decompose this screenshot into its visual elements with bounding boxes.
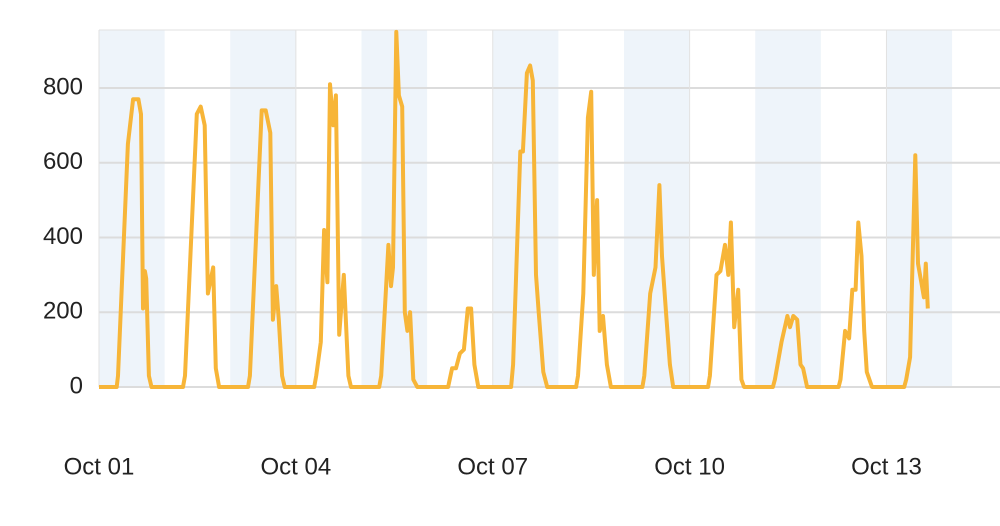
y-tick-label: 0 [70,372,83,399]
y-tick-label: 400 [43,223,83,250]
x-tick-label: Oct 01 [64,453,135,480]
x-tick-label: Oct 04 [261,453,332,480]
y-tick-label: 600 [43,148,83,175]
x-tick-label: Oct 07 [457,453,528,480]
data-line [99,29,930,389]
y-tick-label: 800 [43,73,83,100]
y-tick-label: 200 [43,298,83,325]
day-band [99,30,165,387]
day-band [886,30,953,387]
day-band [755,30,821,387]
day-band [230,30,296,387]
x-tick-label: Oct 13 [851,453,922,480]
x-tick-label: Oct 10 [654,453,725,480]
